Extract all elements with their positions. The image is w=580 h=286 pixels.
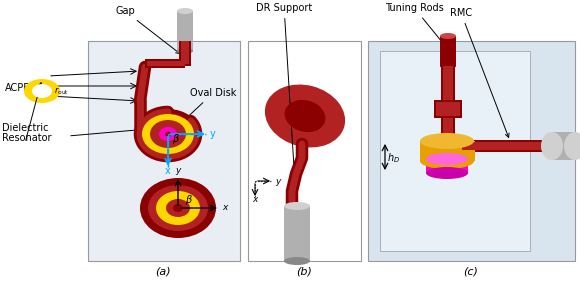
Ellipse shape: [150, 120, 186, 148]
Text: y: y: [210, 129, 216, 139]
Bar: [145, 59, 185, 68]
Ellipse shape: [284, 257, 310, 265]
Ellipse shape: [148, 185, 208, 231]
Ellipse shape: [541, 132, 563, 160]
Bar: [434, 100, 462, 118]
Text: Dielectric: Dielectric: [2, 123, 49, 133]
Bar: [441, 66, 455, 146]
Text: Tuning Rods: Tuning Rods: [385, 3, 448, 50]
Bar: [460, 140, 555, 152]
Bar: [88, 41, 240, 261]
Text: $r_{\rm out}$: $r_{\rm out}$: [54, 85, 69, 97]
Text: Resonator: Resonator: [2, 133, 52, 143]
Ellipse shape: [426, 153, 468, 165]
Bar: [426, 159, 468, 173]
Bar: [443, 141, 453, 176]
Ellipse shape: [266, 85, 345, 147]
Text: $\beta$: $\beta$: [172, 132, 180, 146]
Text: (b): (b): [296, 267, 312, 277]
Bar: [420, 141, 475, 161]
Text: x: x: [165, 166, 171, 176]
Ellipse shape: [420, 153, 474, 169]
Text: $h_D$: $h_D$: [387, 151, 400, 165]
Ellipse shape: [426, 167, 468, 179]
Ellipse shape: [32, 84, 52, 98]
Ellipse shape: [142, 114, 194, 154]
Bar: [181, 41, 189, 64]
Ellipse shape: [136, 109, 200, 159]
Ellipse shape: [564, 132, 580, 160]
Ellipse shape: [140, 178, 216, 238]
Bar: [248, 41, 361, 261]
Text: RMC: RMC: [450, 8, 509, 137]
Text: (a): (a): [155, 267, 171, 277]
Ellipse shape: [285, 101, 325, 131]
Ellipse shape: [440, 33, 456, 39]
Ellipse shape: [177, 8, 193, 14]
Text: x: x: [252, 195, 258, 204]
Ellipse shape: [159, 127, 177, 141]
Bar: [147, 61, 185, 66]
Text: DR Support: DR Support: [256, 3, 312, 212]
Ellipse shape: [156, 191, 200, 225]
Ellipse shape: [284, 202, 310, 210]
Bar: [462, 142, 553, 150]
Ellipse shape: [24, 79, 60, 103]
Text: y: y: [275, 176, 280, 186]
Bar: [440, 36, 456, 66]
Ellipse shape: [177, 48, 193, 54]
Bar: [177, 11, 193, 51]
Text: x: x: [222, 204, 227, 212]
Bar: [179, 41, 191, 66]
Text: Oval Disk: Oval Disk: [181, 88, 237, 123]
Text: y: y: [175, 166, 181, 175]
Bar: [380, 51, 530, 251]
Text: Gap: Gap: [115, 6, 180, 54]
Ellipse shape: [173, 204, 183, 212]
Ellipse shape: [166, 199, 190, 217]
Bar: [284, 206, 310, 261]
Bar: [445, 141, 451, 174]
Bar: [368, 41, 575, 261]
Text: $r_{\rm in}$: $r_{\rm in}$: [35, 85, 45, 97]
Text: $\beta$: $\beta$: [185, 193, 193, 207]
Bar: [443, 66, 453, 146]
Ellipse shape: [440, 63, 456, 69]
Bar: [552, 132, 575, 160]
Ellipse shape: [420, 133, 474, 149]
Ellipse shape: [165, 132, 171, 136]
Bar: [436, 102, 460, 116]
Text: ACPF: ACPF: [5, 83, 30, 93]
Text: (c): (c): [463, 267, 478, 277]
